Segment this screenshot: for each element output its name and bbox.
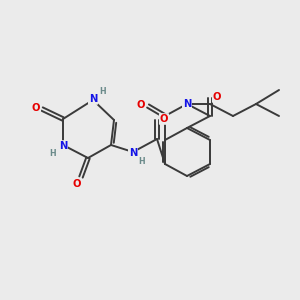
Text: O: O — [160, 114, 168, 124]
Text: N: N — [59, 141, 67, 151]
Text: H: H — [100, 88, 106, 97]
Text: N: N — [89, 94, 97, 104]
Text: N: N — [183, 99, 191, 109]
Text: H: H — [139, 157, 145, 166]
Text: N: N — [129, 148, 137, 158]
Text: O: O — [213, 92, 221, 102]
Text: O: O — [73, 179, 81, 189]
Text: O: O — [32, 103, 40, 113]
Text: O: O — [137, 100, 145, 110]
Text: H: H — [50, 148, 56, 158]
